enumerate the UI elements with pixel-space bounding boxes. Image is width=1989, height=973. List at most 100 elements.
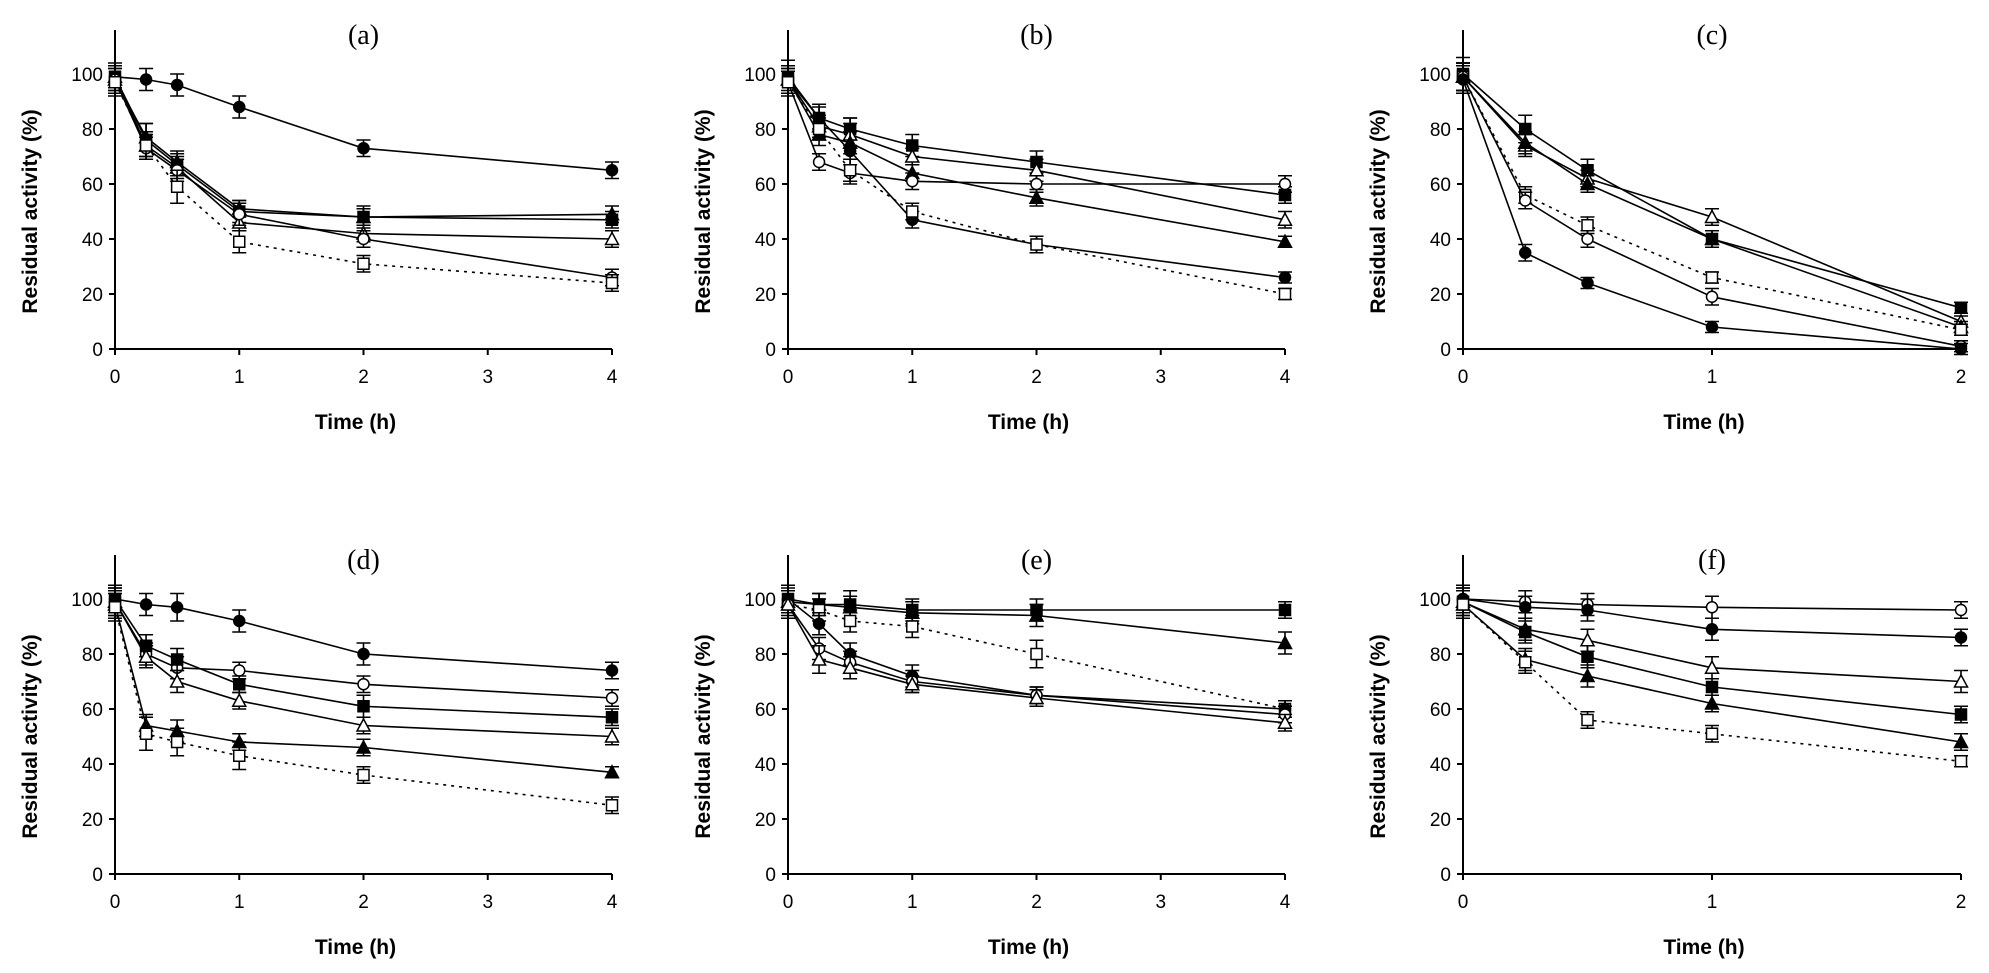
data-point-open-circle: [1581, 232, 1594, 246]
data-point-filled-circle: [357, 142, 370, 155]
data-point-filled-circle: [1581, 276, 1594, 290]
data-point-open-circle: [357, 678, 370, 691]
data-point-open-triangle: [604, 728, 620, 743]
data-point-filled-circle: [812, 617, 826, 630]
y-tick-label-f: 100: [1419, 590, 1451, 611]
y-tick-label-f: 60: [1430, 700, 1451, 721]
series-line-b-filled-circle: [787, 78, 1286, 279]
data-point-filled-circle: [1519, 601, 1532, 614]
y-tick-label-e: 20: [755, 810, 776, 831]
data-point-filled-circle: [233, 100, 246, 114]
y-tick-label-c: 80: [1430, 120, 1451, 141]
series-line-a-open-square: [114, 81, 613, 284]
x-tick-label-c: 0: [1458, 367, 1469, 388]
data-point-open-square: [906, 205, 919, 218]
x-tick-label-f: 1: [1707, 892, 1718, 913]
series-line-d-filled-triangle: [114, 604, 613, 774]
data-point-open-triangle: [231, 692, 248, 707]
data-point-filled-circle: [843, 144, 857, 158]
data-point-filled-circle: [357, 647, 370, 661]
series-a-open-circle: [108, 67, 619, 287]
data-point-filled-square: [1954, 301, 1968, 314]
data-point-open-square: [108, 601, 122, 614]
data-point-open-square: [170, 735, 184, 749]
series-a-filled-circle: [108, 64, 619, 180]
y-tick-label-f: 20: [1430, 810, 1451, 831]
data-point-filled-square: [1278, 603, 1292, 617]
x-tick-label-e: 3: [1155, 892, 1166, 913]
data-point-open-square: [843, 614, 857, 628]
data-point-open-circle: [357, 232, 370, 246]
x-tick-label-f: 2: [1956, 892, 1967, 913]
y-tick-label-b: 60: [755, 175, 776, 196]
y-tick-label-e: 0: [765, 865, 776, 886]
y-tick-label-a: 60: [82, 175, 103, 196]
data-point-filled-square: [357, 700, 370, 713]
y-tick-label-c: 0: [1440, 340, 1451, 361]
y-tick-label-b: 100: [744, 65, 776, 86]
data-point-open-square: [1954, 323, 1968, 336]
data-point-open-square: [233, 749, 246, 762]
x-tick-label-a: 0: [110, 367, 121, 388]
data-point-open-square: [1705, 271, 1719, 284]
series-line-c-open-triangle: [1462, 76, 1962, 323]
data-point-open-circle: [1030, 177, 1043, 191]
x-tick-label-b: 0: [783, 367, 794, 388]
data-point-filled-circle: [1954, 631, 1968, 644]
data-point-open-square: [1519, 656, 1532, 669]
data-point-open-square: [357, 257, 370, 270]
data-point-filled-triangle: [604, 764, 620, 779]
data-point-open-triangle: [1953, 673, 1969, 688]
x-axis-title-d: Time (h): [315, 936, 396, 959]
y-tick-label-a: 80: [82, 120, 103, 141]
panel-title-d: (d): [347, 545, 380, 576]
data-point-filled-circle: [1581, 603, 1594, 617]
data-point-open-triangle: [1704, 659, 1720, 674]
series-line-b-open-square: [787, 81, 1286, 295]
panel-title-b: (b): [1020, 20, 1053, 51]
x-tick-label-d: 2: [358, 892, 369, 913]
panel-title-c: (c): [1696, 20, 1727, 51]
panel-title-e: (e): [1021, 545, 1052, 576]
y-tick-label-e: 40: [755, 755, 776, 776]
data-point-open-circle: [1278, 177, 1292, 191]
data-point-filled-triangle: [1028, 189, 1045, 204]
data-point-filled-circle: [139, 73, 153, 86]
data-point-open-triangle: [904, 676, 921, 691]
y-tick-label-b: 40: [755, 230, 776, 251]
y-axis-title-a: Residual activity (%): [19, 109, 42, 313]
series-f-open-square: [1456, 589, 1968, 768]
y-tick-label-b: 80: [755, 120, 776, 141]
data-point-filled-circle: [605, 164, 619, 177]
x-axis-title-f: Time (h): [1663, 936, 1744, 959]
x-tick-label-d: 1: [234, 892, 245, 913]
data-point-open-square: [1456, 598, 1470, 611]
data-point-filled-circle: [1278, 271, 1292, 284]
series-line-e-filled-circle: [787, 598, 1286, 710]
data-point-filled-triangle: [1517, 134, 1534, 149]
data-point-open-circle: [906, 175, 919, 188]
series-line-e-open-circle: [787, 604, 1286, 716]
series-line-d-filled-square: [114, 598, 613, 719]
series-e-open-triangle: [780, 589, 1293, 732]
panel-c: (c) 0 20 40 60 80 100 0 1 2 Time (h) Residual activ…: [1367, 20, 1969, 434]
x-tick-label-b: 4: [1280, 367, 1291, 388]
data-point-filled-square: [170, 653, 184, 666]
data-point-open-triangle: [169, 673, 185, 688]
data-point-open-square: [1581, 713, 1594, 727]
y-tick-label-b: 0: [765, 340, 776, 361]
y-tick-label-d: 20: [82, 810, 103, 831]
x-tick-label-a: 1: [234, 367, 245, 388]
x-axis-title-b: Time (h): [988, 411, 1069, 434]
x-tick-label-e: 4: [1280, 892, 1291, 913]
data-point-open-triangle: [1277, 714, 1293, 729]
data-point-filled-circle: [605, 664, 619, 677]
x-tick-label-e: 2: [1031, 892, 1042, 913]
data-point-open-circle: [1705, 601, 1719, 614]
x-tick-label-a: 4: [607, 367, 618, 388]
data-point-open-triangle: [1277, 211, 1293, 226]
series-c-open-triangle: [1455, 62, 1969, 328]
series-d-filled-circle: [108, 584, 619, 680]
y-tick-label-e: 60: [755, 700, 776, 721]
